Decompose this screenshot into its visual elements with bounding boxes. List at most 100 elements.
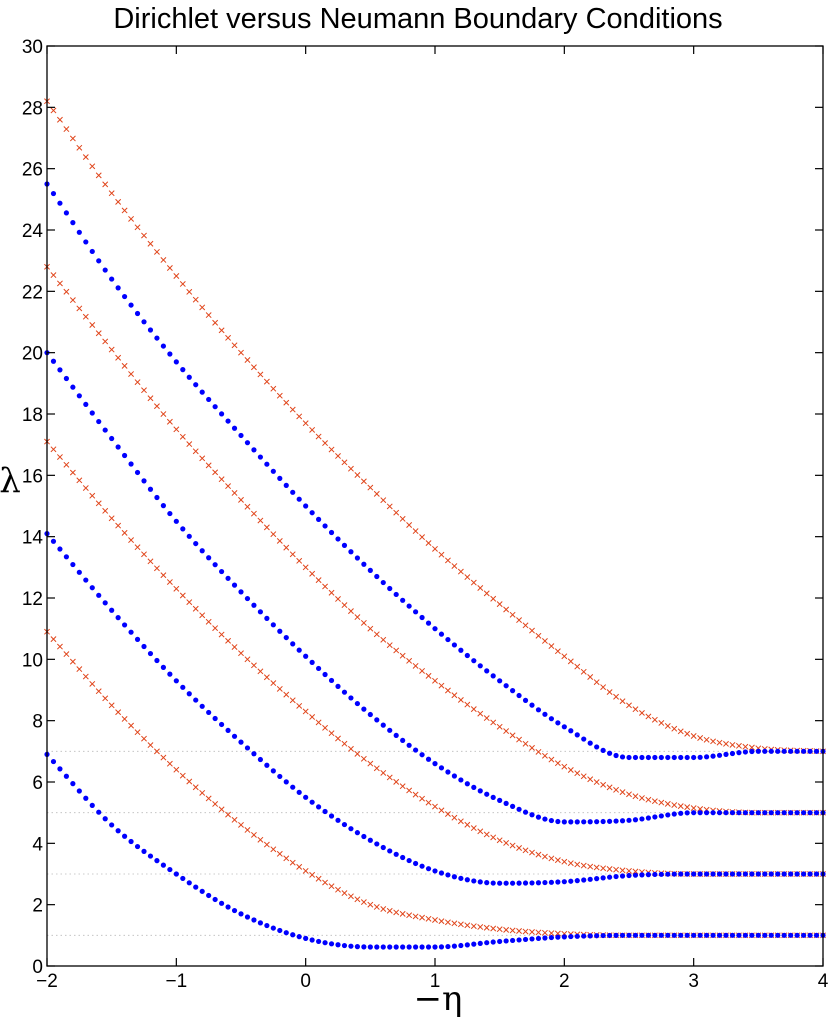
dirichlet-point xyxy=(309,510,315,516)
neumann-point xyxy=(50,636,57,643)
dirichlet-point xyxy=(193,540,199,547)
dirichlet-point xyxy=(316,665,322,672)
dirichlet-point xyxy=(387,727,393,733)
neumann-point xyxy=(483,924,490,931)
dirichlet-point xyxy=(813,871,820,877)
neumann-point xyxy=(63,126,70,133)
dirichlet-point xyxy=(264,615,270,621)
dirichlet-point xyxy=(697,932,703,938)
dirichlet-point xyxy=(425,756,432,762)
dirichlet-point xyxy=(451,642,457,648)
neumann-point xyxy=(56,280,63,287)
dirichlet-point xyxy=(781,871,787,877)
dirichlet-point xyxy=(141,848,147,854)
neumann-point xyxy=(529,849,535,856)
dirichlet-point xyxy=(348,549,354,555)
dirichlet-point xyxy=(109,276,115,282)
neumann-point xyxy=(76,477,83,484)
neumann-point xyxy=(567,860,574,867)
neumann-point xyxy=(283,855,290,862)
neumann-point xyxy=(160,257,167,263)
neumann-point xyxy=(121,207,128,214)
neumann-point xyxy=(121,362,128,369)
dirichlet-point xyxy=(568,878,574,884)
neumann-point xyxy=(108,702,115,709)
dirichlet-point xyxy=(89,802,95,808)
dirichlet-point xyxy=(619,754,626,760)
dirichlet-curve-2 xyxy=(44,531,826,886)
neumann-point xyxy=(322,724,329,731)
dirichlet-point xyxy=(542,935,548,941)
dirichlet-point xyxy=(186,880,192,886)
dirichlet-point xyxy=(374,573,380,580)
dirichlet-point xyxy=(600,875,606,881)
dirichlet-point xyxy=(691,754,697,761)
dirichlet-point xyxy=(432,626,438,632)
neumann-point xyxy=(399,783,406,790)
neumann-point xyxy=(231,816,238,823)
neumann-point xyxy=(335,886,341,893)
dirichlet-point xyxy=(128,302,134,308)
dirichlet-point xyxy=(406,857,412,864)
neumann-point xyxy=(535,748,542,755)
neumann-point xyxy=(341,459,348,466)
dirichlet-point xyxy=(691,810,697,816)
dirichlet-point xyxy=(555,818,561,825)
dirichlet-point xyxy=(716,810,723,816)
dirichlet-point xyxy=(684,932,690,938)
neumann-point xyxy=(490,719,497,726)
dirichlet-point xyxy=(335,942,341,948)
dirichlet-point xyxy=(316,516,322,522)
dirichlet-point xyxy=(445,872,451,878)
neumann-point xyxy=(141,387,147,394)
dirichlet-point xyxy=(219,721,225,728)
chart-title: Dirichlet versus Neumann Boundary Condit… xyxy=(113,3,722,35)
neumann-point xyxy=(580,862,587,869)
dirichlet-point xyxy=(723,810,729,816)
dirichlet-point xyxy=(303,503,309,509)
dirichlet-point xyxy=(219,411,225,417)
dirichlet-point xyxy=(180,684,186,690)
dirichlet-point xyxy=(83,239,89,245)
neumann-point xyxy=(535,851,542,858)
neumann-point xyxy=(703,736,710,743)
dirichlet-point xyxy=(283,930,289,936)
dirichlet-point xyxy=(477,788,483,794)
neumann-point xyxy=(82,154,89,161)
dirichlet-point xyxy=(729,932,736,938)
dirichlet-point xyxy=(134,636,141,642)
dirichlet-point xyxy=(380,722,386,728)
neumann-point xyxy=(192,296,199,303)
dirichlet-point xyxy=(296,934,302,940)
neumann-point xyxy=(729,741,736,748)
neumann-point xyxy=(347,893,354,900)
dirichlet-point xyxy=(380,579,386,586)
neumann-point xyxy=(244,827,251,833)
dirichlet-point xyxy=(160,503,166,509)
dirichlet-point xyxy=(704,754,710,760)
dirichlet-point xyxy=(257,920,263,926)
dirichlet-point xyxy=(231,733,238,739)
neumann-point xyxy=(121,529,128,536)
neumann-point xyxy=(95,330,102,337)
dirichlet-point xyxy=(801,871,807,877)
dirichlet-point xyxy=(115,444,121,450)
dirichlet-point xyxy=(154,335,160,341)
dirichlet-point xyxy=(542,816,548,822)
dirichlet-point xyxy=(134,310,141,317)
neumann-point xyxy=(283,691,290,698)
neumann-point xyxy=(76,666,83,673)
dirichlet-point xyxy=(729,750,736,757)
neumann-point xyxy=(412,913,419,920)
neumann-point xyxy=(360,619,367,626)
neumann-point xyxy=(231,490,238,496)
neumann-point xyxy=(69,658,76,665)
neumann-point xyxy=(141,735,147,742)
dirichlet-point xyxy=(807,748,813,754)
dirichlet-point xyxy=(594,744,600,750)
neumann-point xyxy=(218,476,225,483)
neumann-point xyxy=(328,589,335,596)
dirichlet-point xyxy=(76,569,82,575)
neumann-point xyxy=(457,921,464,928)
dirichlet-point xyxy=(432,761,438,767)
